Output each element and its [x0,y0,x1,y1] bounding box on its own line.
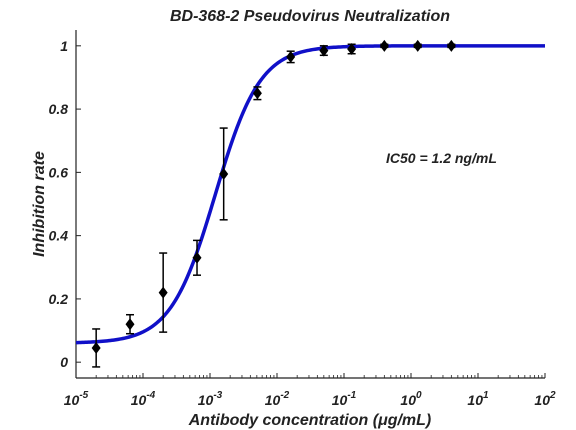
y-tick-label: 0 [60,354,68,370]
axes [75,30,545,379]
diamond-marker [158,286,168,299]
diamond-marker [192,251,202,264]
y-tick-label: 0.8 [49,101,69,117]
diamond-marker [413,39,423,52]
y-tick-label: 0.6 [49,164,69,180]
diamond-marker [286,50,296,63]
ic50-annotation: IC50 = 1.2 ng/mL [386,150,497,166]
x-axis-label: Antibody concentration (μg/mL) [188,412,432,429]
diamond-marker [319,44,329,57]
data-point [125,313,135,335]
x-tick-label: 100 [400,390,422,408]
data-point [446,39,456,52]
y-axis-label: Inhibition rate [31,151,48,257]
diamond-marker [91,341,101,354]
data-point [192,239,202,276]
y-tick-label: 0.2 [49,291,69,307]
chart-title: BD-368-2 Pseudovirus Neutralization [170,8,450,25]
data-point [91,328,101,368]
diamond-marker [347,42,357,55]
diamond-marker [219,167,229,180]
x-tick-label: 10-3 [198,390,223,408]
x-tick-label: 10-2 [265,390,290,408]
data-point [158,252,168,333]
data-point [219,127,229,221]
diamond-marker [446,39,456,52]
ticks: 0 0.2 0.4 0.6 0.8 1 10-5 10-4 10-3 10-2 10-1 100 101… [49,38,556,408]
data-point [379,39,389,52]
y-tick-label: 1 [60,38,68,54]
x-tick-label: 102 [534,390,556,408]
data-point [286,50,296,64]
diamond-marker [379,39,389,52]
x-tick-label: 10-4 [131,390,156,408]
data-point [347,42,357,55]
data-point [319,44,329,57]
x-tick-label: 101 [467,390,489,408]
data-point [252,86,262,101]
data-points [91,39,456,368]
x-tick-label: 10-1 [332,390,357,408]
fit-curve [75,44,545,345]
diamond-marker [125,318,135,331]
x-tick-label: 10-5 [64,390,89,408]
y-tick-label: 0.4 [49,228,69,244]
fit-curve-layer [75,44,545,345]
data-point [413,39,423,52]
diamond-marker [252,87,262,100]
